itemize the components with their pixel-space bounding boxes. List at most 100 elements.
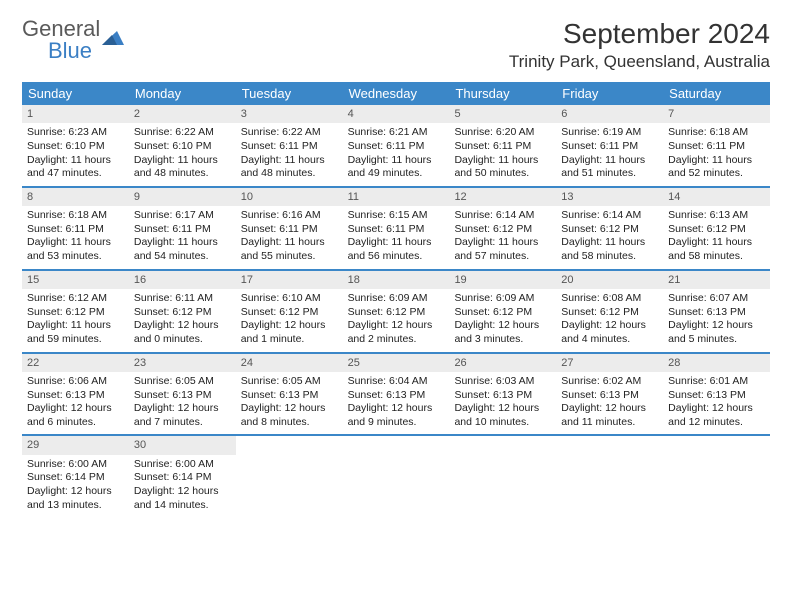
day-cell: 29Sunrise: 6:00 AMSunset: 6:14 PMDayligh…: [22, 436, 129, 517]
sunset: Sunset: 6:11 PM: [561, 140, 658, 154]
sunset: Sunset: 6:12 PM: [241, 306, 338, 320]
empty-cell: [236, 436, 343, 517]
day-cell: 5Sunrise: 6:20 AMSunset: 6:11 PMDaylight…: [449, 105, 556, 186]
day-number: 25: [343, 354, 450, 372]
day-number: 6: [556, 105, 663, 123]
sunset: Sunset: 6:13 PM: [668, 389, 765, 403]
day-header-thursday: Thursday: [449, 82, 556, 105]
daylight: Daylight: 12 hours and 5 minutes.: [668, 319, 765, 346]
sunset: Sunset: 6:11 PM: [241, 140, 338, 154]
day-cell: 17Sunrise: 6:10 AMSunset: 6:12 PMDayligh…: [236, 271, 343, 352]
day-number: 13: [556, 188, 663, 206]
day-body: Sunrise: 6:09 AMSunset: 6:12 PMDaylight:…: [449, 289, 556, 352]
day-number: 15: [22, 271, 129, 289]
day-body: Sunrise: 6:04 AMSunset: 6:13 PMDaylight:…: [343, 372, 450, 435]
sunrise: Sunrise: 6:00 AM: [134, 458, 231, 472]
day-cell: 20Sunrise: 6:08 AMSunset: 6:12 PMDayligh…: [556, 271, 663, 352]
empty-cell: [663, 436, 770, 517]
sunrise: Sunrise: 6:22 AM: [134, 126, 231, 140]
sunrise: Sunrise: 6:16 AM: [241, 209, 338, 223]
day-body: Sunrise: 6:05 AMSunset: 6:13 PMDaylight:…: [129, 372, 236, 435]
sunrise: Sunrise: 6:15 AM: [348, 209, 445, 223]
sunset: Sunset: 6:12 PM: [27, 306, 124, 320]
day-number: 4: [343, 105, 450, 123]
page-title: September 2024: [509, 18, 770, 50]
day-number: 28: [663, 354, 770, 372]
daylight: Daylight: 11 hours and 54 minutes.: [134, 236, 231, 263]
day-body: Sunrise: 6:16 AMSunset: 6:11 PMDaylight:…: [236, 206, 343, 269]
sunset: Sunset: 6:11 PM: [348, 223, 445, 237]
day-cell: 13Sunrise: 6:14 AMSunset: 6:12 PMDayligh…: [556, 188, 663, 269]
daylight: Daylight: 11 hours and 55 minutes.: [241, 236, 338, 263]
sunrise: Sunrise: 6:05 AM: [134, 375, 231, 389]
sunset: Sunset: 6:12 PM: [561, 306, 658, 320]
day-cell: 3Sunrise: 6:22 AMSunset: 6:11 PMDaylight…: [236, 105, 343, 186]
sunrise: Sunrise: 6:18 AM: [668, 126, 765, 140]
week-row: 8Sunrise: 6:18 AMSunset: 6:11 PMDaylight…: [22, 188, 770, 271]
day-number: 12: [449, 188, 556, 206]
day-number: 8: [22, 188, 129, 206]
logo-triangle-icon: [102, 31, 124, 45]
day-cell: 2Sunrise: 6:22 AMSunset: 6:10 PMDaylight…: [129, 105, 236, 186]
daylight: Daylight: 11 hours and 48 minutes.: [134, 154, 231, 181]
day-number: 3: [236, 105, 343, 123]
week-row: 29Sunrise: 6:00 AMSunset: 6:14 PMDayligh…: [22, 436, 770, 517]
day-number: 11: [343, 188, 450, 206]
day-cell: 14Sunrise: 6:13 AMSunset: 6:12 PMDayligh…: [663, 188, 770, 269]
day-cell: 1Sunrise: 6:23 AMSunset: 6:10 PMDaylight…: [22, 105, 129, 186]
day-body: Sunrise: 6:11 AMSunset: 6:12 PMDaylight:…: [129, 289, 236, 352]
day-header-wednesday: Wednesday: [343, 82, 450, 105]
day-body: Sunrise: 6:00 AMSunset: 6:14 PMDaylight:…: [129, 455, 236, 518]
sunrise: Sunrise: 6:02 AM: [561, 375, 658, 389]
day-cell: 8Sunrise: 6:18 AMSunset: 6:11 PMDaylight…: [22, 188, 129, 269]
day-body: Sunrise: 6:06 AMSunset: 6:13 PMDaylight:…: [22, 372, 129, 435]
day-body: Sunrise: 6:17 AMSunset: 6:11 PMDaylight:…: [129, 206, 236, 269]
day-number: 29: [22, 436, 129, 454]
daylight: Daylight: 12 hours and 6 minutes.: [27, 402, 124, 429]
day-cell: 19Sunrise: 6:09 AMSunset: 6:12 PMDayligh…: [449, 271, 556, 352]
day-number: 21: [663, 271, 770, 289]
sunset: Sunset: 6:13 PM: [134, 389, 231, 403]
sunset: Sunset: 6:13 PM: [27, 389, 124, 403]
daylight: Daylight: 11 hours and 57 minutes.: [454, 236, 551, 263]
sunrise: Sunrise: 6:03 AM: [454, 375, 551, 389]
day-body: Sunrise: 6:23 AMSunset: 6:10 PMDaylight:…: [22, 123, 129, 186]
day-number: 20: [556, 271, 663, 289]
day-cell: 7Sunrise: 6:18 AMSunset: 6:11 PMDaylight…: [663, 105, 770, 186]
daylight: Daylight: 12 hours and 8 minutes.: [241, 402, 338, 429]
weeks: 1Sunrise: 6:23 AMSunset: 6:10 PMDaylight…: [22, 105, 770, 517]
day-cell: 4Sunrise: 6:21 AMSunset: 6:11 PMDaylight…: [343, 105, 450, 186]
day-number: 26: [449, 354, 556, 372]
sunset: Sunset: 6:13 PM: [561, 389, 658, 403]
day-number: 24: [236, 354, 343, 372]
sunset: Sunset: 6:11 PM: [134, 223, 231, 237]
sunrise: Sunrise: 6:10 AM: [241, 292, 338, 306]
logo-general: General: [22, 18, 100, 40]
sunset: Sunset: 6:10 PM: [134, 140, 231, 154]
sunrise: Sunrise: 6:06 AM: [27, 375, 124, 389]
sunrise: Sunrise: 6:09 AM: [348, 292, 445, 306]
sunset: Sunset: 6:11 PM: [27, 223, 124, 237]
day-cell: 9Sunrise: 6:17 AMSunset: 6:11 PMDaylight…: [129, 188, 236, 269]
sunset: Sunset: 6:13 PM: [668, 306, 765, 320]
day-cell: 22Sunrise: 6:06 AMSunset: 6:13 PMDayligh…: [22, 354, 129, 435]
daylight: Daylight: 12 hours and 9 minutes.: [348, 402, 445, 429]
day-cell: 6Sunrise: 6:19 AMSunset: 6:11 PMDaylight…: [556, 105, 663, 186]
daylight: Daylight: 11 hours and 56 minutes.: [348, 236, 445, 263]
daylight: Daylight: 11 hours and 59 minutes.: [27, 319, 124, 346]
day-body: Sunrise: 6:05 AMSunset: 6:13 PMDaylight:…: [236, 372, 343, 435]
logo-blue: Blue: [22, 40, 100, 62]
daylight: Daylight: 12 hours and 2 minutes.: [348, 319, 445, 346]
daylight: Daylight: 11 hours and 50 minutes.: [454, 154, 551, 181]
sunrise: Sunrise: 6:20 AM: [454, 126, 551, 140]
day-body: Sunrise: 6:22 AMSunset: 6:10 PMDaylight:…: [129, 123, 236, 186]
day-cell: 30Sunrise: 6:00 AMSunset: 6:14 PMDayligh…: [129, 436, 236, 517]
day-number: 27: [556, 354, 663, 372]
day-number: 19: [449, 271, 556, 289]
day-body: Sunrise: 6:20 AMSunset: 6:11 PMDaylight:…: [449, 123, 556, 186]
daylight: Daylight: 12 hours and 7 minutes.: [134, 402, 231, 429]
empty-cell: [449, 436, 556, 517]
sunrise: Sunrise: 6:13 AM: [668, 209, 765, 223]
day-body: Sunrise: 6:10 AMSunset: 6:12 PMDaylight:…: [236, 289, 343, 352]
day-header-tuesday: Tuesday: [236, 82, 343, 105]
